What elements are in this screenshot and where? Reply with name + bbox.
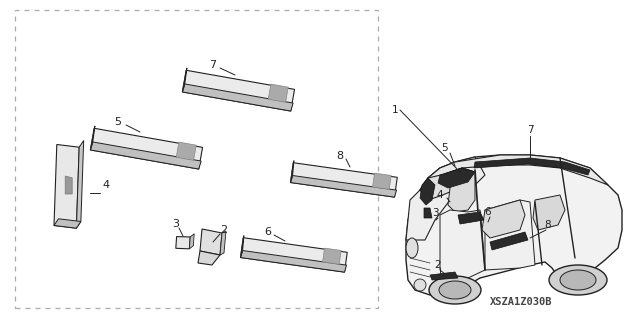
Text: 8: 8 [545,220,551,230]
Polygon shape [54,219,81,228]
Polygon shape [490,232,528,250]
Polygon shape [533,195,565,230]
Polygon shape [291,163,397,197]
Ellipse shape [549,265,607,295]
Text: 5: 5 [115,117,122,127]
Polygon shape [485,200,535,270]
Polygon shape [323,248,341,264]
Polygon shape [90,126,95,150]
Polygon shape [482,200,525,238]
Polygon shape [430,272,458,280]
Polygon shape [291,175,397,197]
Polygon shape [220,231,226,255]
Polygon shape [448,168,475,212]
Polygon shape [176,142,196,160]
Polygon shape [291,160,294,182]
Text: 6: 6 [264,227,271,237]
Polygon shape [90,128,202,169]
Text: 2: 2 [435,260,442,270]
Polygon shape [182,70,294,111]
Text: 2: 2 [220,225,227,235]
Polygon shape [406,155,622,295]
Polygon shape [241,238,348,272]
Text: 7: 7 [209,60,216,70]
Text: 8: 8 [337,151,344,161]
Polygon shape [189,234,194,249]
Ellipse shape [439,281,471,299]
Polygon shape [182,84,293,111]
Polygon shape [90,142,201,169]
Polygon shape [458,212,484,224]
Text: 1: 1 [392,105,398,115]
Polygon shape [65,176,72,194]
Polygon shape [474,158,590,175]
Polygon shape [440,210,485,278]
Circle shape [414,279,426,291]
Polygon shape [176,237,190,249]
Text: 4: 4 [102,180,109,190]
Polygon shape [54,145,79,228]
Bar [15,10,378,308]
Polygon shape [406,157,485,240]
Polygon shape [420,168,475,200]
Polygon shape [182,68,187,92]
Ellipse shape [429,276,481,304]
Text: 7: 7 [527,125,533,135]
Text: 4: 4 [436,190,444,200]
Polygon shape [241,250,347,272]
Polygon shape [198,251,220,265]
Text: 5: 5 [442,143,448,153]
Text: 3: 3 [432,208,438,218]
Polygon shape [76,140,84,228]
Text: 6: 6 [484,207,492,217]
Polygon shape [428,155,608,185]
Polygon shape [372,173,391,189]
Polygon shape [268,84,288,102]
Ellipse shape [560,270,596,290]
Ellipse shape [406,238,418,258]
Polygon shape [438,168,475,188]
Polygon shape [420,178,435,205]
Polygon shape [424,208,432,218]
Polygon shape [241,236,244,257]
Polygon shape [200,229,222,255]
Text: 3: 3 [173,219,179,229]
Text: XSZA1Z030B: XSZA1Z030B [490,297,552,307]
